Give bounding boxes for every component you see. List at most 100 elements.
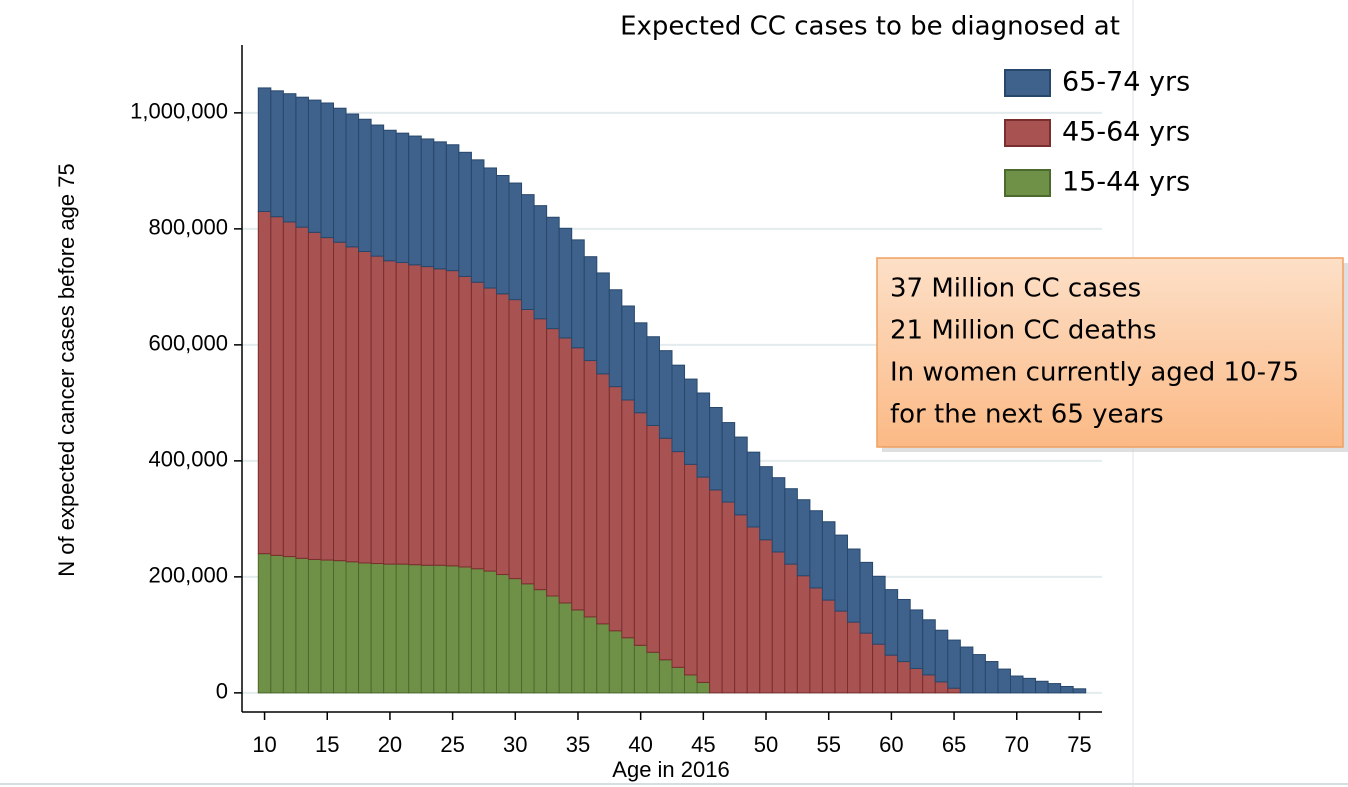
- bar-segment: [533, 205, 548, 320]
- bar-segment: [583, 360, 598, 618]
- bar-segment: [834, 610, 849, 694]
- bar-segment: [383, 260, 397, 565]
- bar-segment: [821, 599, 836, 694]
- bar-segment: [709, 489, 723, 694]
- bar-segment: [696, 392, 711, 478]
- x-tick-label: 70: [1005, 732, 1029, 757]
- bar-segment: [420, 564, 435, 694]
- bar-segment: [646, 424, 660, 653]
- legend-title: Expected CC cases to be diagnosed at: [620, 12, 1120, 42]
- bar-segment: [1035, 680, 1049, 694]
- bar-segment: [333, 107, 347, 243]
- bar-segment: [784, 488, 798, 565]
- bar-segment: [433, 564, 447, 694]
- bar-segment: [872, 575, 886, 645]
- bar-segment: [420, 266, 435, 566]
- bar-segment: [671, 666, 686, 694]
- bar-segment: [307, 558, 322, 694]
- bar-segment: [684, 674, 698, 694]
- bar-segment: [1072, 688, 1087, 694]
- bar-segment: [295, 226, 309, 559]
- bar-segment: [671, 364, 686, 453]
- bar-segment: [495, 574, 510, 694]
- bar-segment: [533, 318, 548, 591]
- y-tick-label: 600,000: [148, 331, 228, 356]
- bar-segment: [746, 451, 761, 528]
- bar-segment: [771, 551, 786, 694]
- bar-segment: [270, 554, 284, 694]
- bar-segment: [884, 589, 899, 656]
- bar-segment: [709, 407, 723, 491]
- bar-segment: [257, 210, 272, 555]
- bar-segment: [734, 436, 748, 516]
- bar-segment: [771, 477, 786, 553]
- bar-segment: [684, 378, 698, 465]
- bar-segment: [345, 561, 360, 694]
- bar-segment: [922, 619, 936, 676]
- bar-segment: [270, 90, 284, 218]
- bar-segment: [333, 241, 347, 562]
- bar-segment: [546, 595, 560, 694]
- plot-area: [242, 87, 1102, 694]
- annotation-line: for the next 65 years: [890, 400, 1164, 430]
- bar-segment: [909, 609, 924, 669]
- bar-segment: [383, 129, 397, 262]
- bar-segment: [784, 563, 798, 694]
- bar-segment: [621, 637, 635, 694]
- bar-segment: [746, 526, 761, 694]
- annotation-box: 37 Million CC cases 21 Million CC deaths…: [876, 257, 1348, 452]
- bar-segment: [821, 521, 836, 601]
- y-tick-label: 0: [216, 679, 228, 704]
- bar-segment: [345, 113, 360, 248]
- bar-segment: [571, 347, 585, 611]
- bar-segment: [909, 668, 924, 694]
- x-axis-label: Age in 2016: [612, 757, 729, 782]
- bar-segment: [721, 422, 736, 503]
- y-axis-label: N of expected cancer cases before age 75: [54, 163, 79, 576]
- bar-segment: [658, 437, 673, 661]
- bar-segment: [734, 514, 748, 694]
- bar-segment: [307, 231, 322, 560]
- bar-segment: [997, 668, 1011, 694]
- x-tick-label: 30: [503, 732, 527, 757]
- annotation-line: 37 Million CC cases: [890, 274, 1141, 304]
- bar-segment: [596, 272, 610, 375]
- bar-segment: [395, 132, 410, 263]
- bar-segment: [646, 336, 660, 426]
- bar-segment: [282, 93, 297, 223]
- bar-segment: [483, 287, 497, 572]
- bar-segment: [596, 373, 610, 625]
- bar-segment: [1047, 683, 1062, 694]
- bar-segment: [295, 96, 309, 228]
- bar-segment: [796, 499, 811, 577]
- bar-segment: [508, 182, 523, 301]
- bar-segment: [596, 623, 610, 694]
- bar-segment: [358, 118, 372, 252]
- x-tick-label: 50: [754, 732, 778, 757]
- bar-segment: [470, 568, 485, 694]
- x-tick-label: 60: [879, 732, 903, 757]
- bar-segment: [483, 167, 497, 289]
- bar-segment: [809, 587, 823, 694]
- bar-segment: [671, 451, 686, 668]
- bar-segment: [495, 175, 510, 295]
- bar-segment: [295, 557, 309, 694]
- bar-segment: [470, 281, 485, 570]
- bar-segment: [383, 563, 397, 694]
- annotation-line: 21 Million CC deaths: [890, 316, 1157, 346]
- bar-segment: [495, 293, 510, 576]
- x-tick-label: 35: [566, 732, 590, 757]
- x-tick-label: 45: [691, 732, 715, 757]
- legend-label: 45-64 yrs: [1062, 117, 1190, 148]
- bar-segment: [872, 643, 886, 694]
- bar-segment: [696, 476, 711, 683]
- bar-segment: [320, 559, 335, 694]
- bar-segment: [395, 563, 410, 694]
- bar-segment: [458, 566, 472, 694]
- x-tick-label: 65: [942, 732, 966, 757]
- bar-segment: [320, 102, 335, 239]
- bar-segment: [847, 621, 861, 694]
- x-tick-label: 20: [378, 732, 402, 757]
- bar-segment: [696, 681, 711, 694]
- bar-segment: [1060, 685, 1074, 694]
